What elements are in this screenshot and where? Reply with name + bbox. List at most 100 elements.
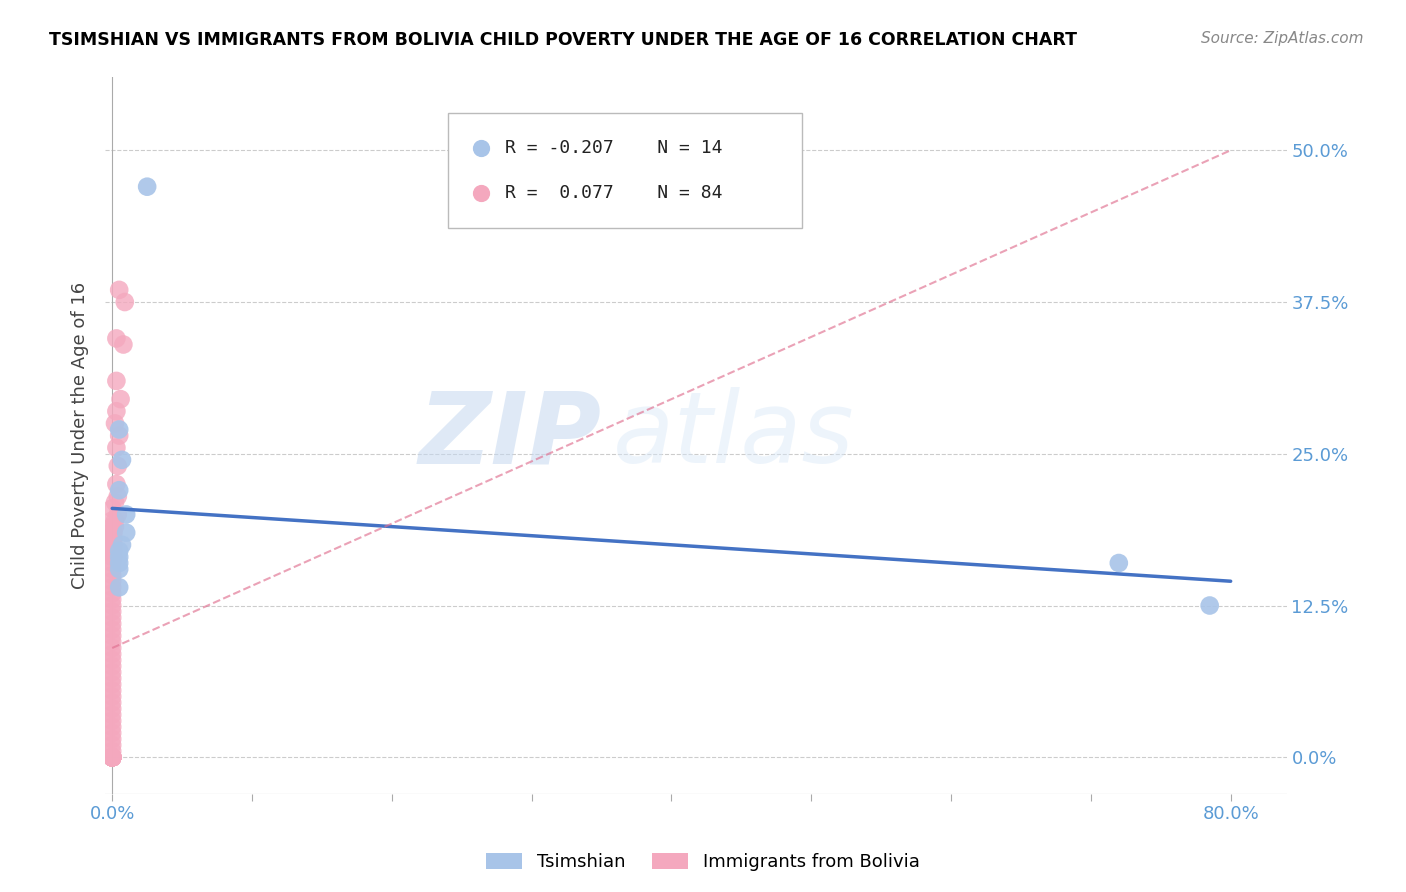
Y-axis label: Child Poverty Under the Age of 16: Child Poverty Under the Age of 16 <box>72 282 89 589</box>
Point <box>103 532 125 546</box>
Point <box>101 568 124 582</box>
Point <box>103 549 125 564</box>
Point <box>101 616 124 631</box>
Point <box>101 750 124 764</box>
Point <box>101 532 124 546</box>
Point <box>101 750 124 764</box>
Point <box>101 640 124 655</box>
Point <box>101 750 124 764</box>
Point <box>101 562 124 576</box>
Point <box>107 489 129 503</box>
Point <box>101 750 124 764</box>
Point <box>101 750 124 764</box>
Point <box>108 422 131 436</box>
Point <box>101 635 124 649</box>
Point <box>101 750 124 764</box>
Point <box>101 690 124 704</box>
Point <box>101 538 124 552</box>
Point <box>105 477 128 491</box>
Point <box>101 653 124 667</box>
Point <box>101 744 124 758</box>
Point <box>111 538 134 552</box>
Point <box>1198 599 1220 613</box>
Point <box>108 556 131 570</box>
Point <box>101 702 124 716</box>
Point <box>108 483 131 498</box>
Point <box>112 337 135 351</box>
Point <box>104 495 127 509</box>
Point <box>101 629 124 643</box>
Point <box>101 750 124 764</box>
Point <box>101 750 124 764</box>
Point <box>101 683 124 698</box>
Point <box>114 295 136 310</box>
Point <box>115 508 138 522</box>
Point <box>101 750 124 764</box>
Point <box>101 592 124 607</box>
Point <box>101 750 124 764</box>
Point <box>101 501 124 516</box>
Point <box>104 417 127 431</box>
Point <box>101 525 124 540</box>
Point <box>108 562 131 576</box>
FancyBboxPatch shape <box>447 113 803 227</box>
Point <box>105 404 128 418</box>
Point <box>101 714 124 728</box>
Point <box>105 331 128 345</box>
Point <box>104 519 127 533</box>
Point <box>101 750 124 764</box>
Text: Source: ZipAtlas.com: Source: ZipAtlas.com <box>1201 31 1364 46</box>
Point <box>101 544 124 558</box>
Point <box>101 556 124 570</box>
Point <box>101 750 124 764</box>
Point <box>101 574 124 589</box>
Text: atlas: atlas <box>613 387 855 484</box>
Text: R = -0.207    N = 14: R = -0.207 N = 14 <box>505 139 723 158</box>
Point <box>105 441 128 455</box>
Text: ZIP: ZIP <box>419 387 602 484</box>
Text: TSIMSHIAN VS IMMIGRANTS FROM BOLIVIA CHILD POVERTY UNDER THE AGE OF 16 CORRELATI: TSIMSHIAN VS IMMIGRANTS FROM BOLIVIA CHI… <box>49 31 1077 49</box>
Point <box>136 179 159 194</box>
Point <box>110 392 132 406</box>
Point <box>101 586 124 600</box>
Point <box>101 659 124 673</box>
Point <box>101 519 124 533</box>
Point <box>101 599 124 613</box>
Point <box>115 525 138 540</box>
Point <box>101 623 124 637</box>
Point <box>101 696 124 710</box>
Point <box>107 508 129 522</box>
Point <box>101 750 124 764</box>
Point <box>107 458 129 473</box>
Point <box>111 453 134 467</box>
Point <box>101 671 124 685</box>
Point <box>101 750 124 764</box>
Point <box>101 605 124 619</box>
Point <box>101 647 124 661</box>
Point <box>103 525 125 540</box>
Point <box>101 750 124 764</box>
Point <box>101 549 124 564</box>
Point <box>104 514 127 528</box>
Point <box>101 750 124 764</box>
Point <box>101 610 124 624</box>
Text: R =  0.077    N = 84: R = 0.077 N = 84 <box>505 184 723 202</box>
Point <box>101 720 124 734</box>
Point <box>101 514 124 528</box>
Point <box>101 738 124 752</box>
Point <box>108 428 131 442</box>
Point <box>105 374 128 388</box>
Point <box>108 544 131 558</box>
Point <box>101 580 124 594</box>
Point <box>101 750 124 764</box>
Point <box>108 549 131 564</box>
Point <box>101 750 124 764</box>
Point <box>108 283 131 297</box>
Point <box>101 750 124 764</box>
Point <box>101 707 124 722</box>
Point <box>103 538 125 552</box>
Point <box>101 750 124 764</box>
Point <box>101 732 124 747</box>
Point <box>101 665 124 680</box>
Point <box>108 580 131 594</box>
